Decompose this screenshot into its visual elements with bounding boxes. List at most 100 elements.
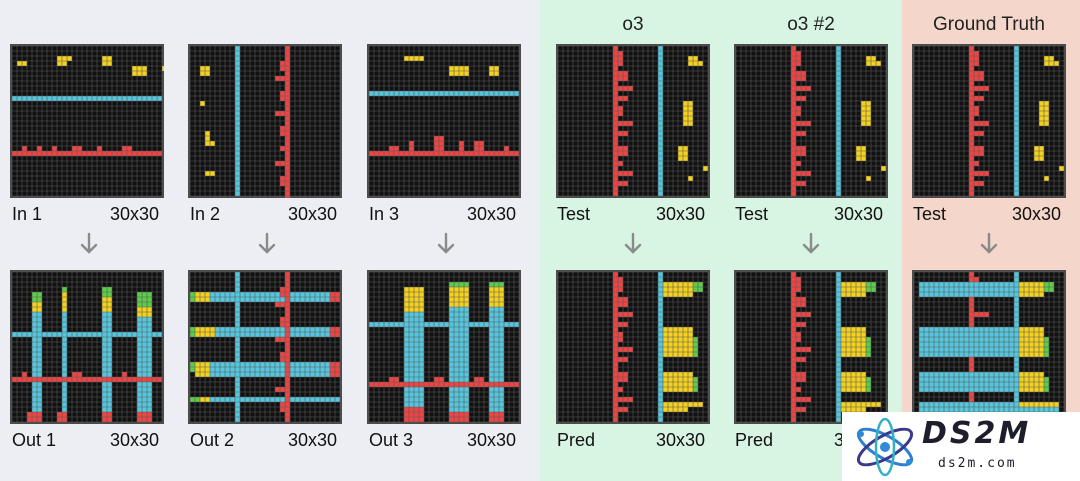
yellow-cells	[881, 166, 886, 171]
size-pred-o3: 30x30	[656, 430, 706, 450]
yellow-cells	[663, 407, 688, 412]
yellow-cells	[866, 176, 871, 181]
grid-lines	[368, 45, 520, 197]
arrow-down-icon	[980, 232, 998, 254]
red-cells	[974, 312, 989, 317]
red-cells	[280, 146, 285, 151]
red-cells	[796, 121, 811, 126]
grid-lines	[735, 271, 887, 423]
arrow-down-icon	[80, 232, 98, 254]
arrow-down-icon	[802, 232, 820, 254]
yellow-cells	[200, 101, 205, 106]
logo-name: DS2M	[922, 416, 1032, 451]
red-cells	[22, 372, 27, 377]
header-o3-2: o3 #2	[787, 14, 835, 35]
cyan-cells	[137, 317, 152, 422]
green-cells	[489, 282, 504, 287]
yellow-cells	[67, 56, 72, 61]
red-cells	[122, 372, 127, 377]
size-in-3: 30x30	[467, 204, 517, 224]
size-out-2: 30x30	[288, 430, 338, 450]
header-o3: o3	[622, 14, 644, 35]
size-out-3: 30x30	[467, 430, 517, 450]
green-cells	[866, 377, 871, 392]
green-cells	[1044, 377, 1049, 392]
red-cells	[796, 171, 811, 176]
grid-pred-o3	[556, 270, 710, 424]
label-pred-o3-2: Pred	[735, 430, 774, 450]
grid-test-o3	[556, 44, 710, 198]
red-cells	[285, 51, 290, 198]
green-cells	[693, 377, 698, 392]
red-cells	[285, 46, 290, 51]
green-cells	[137, 292, 152, 307]
yellow-cells	[210, 141, 215, 146]
grid-lines	[11, 45, 163, 197]
label-out-1: Out 1	[12, 430, 57, 450]
grid-svg	[912, 44, 1066, 198]
label-test-ground-truth: Test	[913, 204, 947, 224]
yellow-cells	[1019, 282, 1044, 297]
grid-svg	[367, 44, 521, 198]
yellow-cells	[876, 61, 881, 66]
grid-lines	[735, 45, 887, 197]
grid-lines	[557, 45, 709, 197]
label-out-3: Out 3	[369, 430, 414, 450]
grid-out-3	[367, 270, 521, 424]
cyan-cells	[489, 307, 504, 422]
yellow-cells	[162, 66, 164, 71]
red-cells	[618, 387, 623, 392]
yellow-cells	[1054, 61, 1059, 66]
grid-lines	[368, 271, 520, 423]
red-cells	[618, 51, 623, 66]
size-out-1: 30x30	[110, 430, 160, 450]
red-cells	[974, 51, 979, 66]
atom-logo-icon	[856, 418, 914, 476]
grid-svg	[734, 270, 888, 424]
grid-svg	[734, 44, 888, 198]
red-cells	[618, 277, 623, 292]
red-cells	[796, 86, 811, 91]
grid-out-2	[188, 270, 342, 424]
red-cells	[796, 397, 811, 402]
grid-lines	[557, 271, 709, 423]
grid-lines	[189, 45, 341, 197]
grid-ground-truth-output	[912, 270, 1066, 424]
grid-svg	[10, 270, 164, 424]
red-cells	[37, 146, 42, 151]
grid-in-1	[10, 44, 164, 198]
label-pred-o3: Pred	[557, 430, 596, 450]
red-cells	[618, 171, 633, 176]
grid-lines	[913, 45, 1065, 197]
red-cells	[974, 121, 989, 126]
label-in-3: In 3	[369, 204, 400, 224]
yellow-cells	[205, 131, 210, 146]
grid-test-o3-2	[734, 44, 888, 198]
grid-svg	[556, 44, 710, 198]
grid-svg	[188, 270, 342, 424]
red-cells	[974, 161, 979, 166]
red-cells	[97, 146, 102, 151]
grid-svg	[556, 270, 710, 424]
red-cells	[796, 312, 811, 317]
red-cells	[618, 161, 623, 166]
label-test-o3-2: Test	[735, 204, 769, 224]
red-cells	[974, 171, 989, 176]
grid-lines	[11, 271, 163, 423]
arrow-down-icon	[258, 232, 276, 254]
red-cells	[796, 51, 801, 66]
red-cells	[796, 161, 801, 166]
size-in-1: 30x30	[110, 204, 160, 224]
grid-lines	[189, 271, 341, 423]
yellow-cells	[195, 362, 210, 377]
red-cells	[796, 387, 801, 392]
grid-test-ground-truth	[912, 44, 1066, 198]
yellow-cells	[688, 176, 693, 181]
yellow-cells	[703, 166, 708, 171]
red-cells	[504, 146, 509, 151]
grid-svg	[912, 270, 1066, 424]
size-in-2: 30x30	[288, 204, 338, 224]
red-cells	[22, 146, 27, 151]
red-cells	[618, 86, 633, 91]
red-cells	[52, 146, 57, 151]
